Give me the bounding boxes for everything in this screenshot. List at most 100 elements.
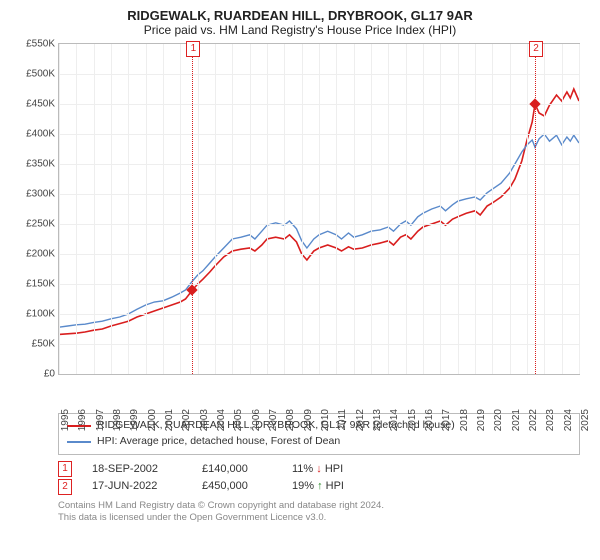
x-tick-label: 2002 <box>179 409 192 431</box>
y-tick-label: £0 <box>44 369 59 380</box>
x-tick-label: 2020 <box>491 409 504 431</box>
y-tick-label: £350K <box>26 159 59 170</box>
transaction-marker: 1 <box>58 461 72 477</box>
x-tick-label: 1999 <box>127 409 140 431</box>
y-tick-label: £500K <box>26 69 59 80</box>
transaction-date: 17-JUN-2022 <box>92 478 182 496</box>
x-tick-label: 2001 <box>162 409 175 431</box>
gridline-v <box>198 44 199 374</box>
gridline-v <box>302 44 303 374</box>
transaction-price: £450,000 <box>202 478 272 496</box>
footer-line1: Contains HM Land Registry data © Crown c… <box>58 500 580 512</box>
gridline-v <box>163 44 164 374</box>
gridline-v <box>510 44 511 374</box>
marker-line <box>535 44 536 374</box>
x-tick-label: 1998 <box>110 409 123 431</box>
footer-attribution: Contains HM Land Registry data © Crown c… <box>58 500 580 525</box>
x-tick-label: 2010 <box>318 409 331 431</box>
transaction-price: £140,000 <box>202 461 272 479</box>
gridline-v <box>76 44 77 374</box>
gridline-v <box>284 44 285 374</box>
transaction-row: 2 17-JUN-2022 £450,000 19% ↑ HPI <box>58 478 580 496</box>
x-tick-label: 2004 <box>214 409 227 431</box>
x-tick-label: 2012 <box>353 409 366 431</box>
x-tick-label: 2015 <box>405 409 418 431</box>
transaction-marker: 2 <box>58 479 72 495</box>
gridline-v <box>336 44 337 374</box>
gridline-v <box>250 44 251 374</box>
x-tick-label: 2025 <box>578 409 591 431</box>
x-tick-label: 2014 <box>387 409 400 431</box>
gridline-v <box>371 44 372 374</box>
x-tick-label: 2022 <box>526 409 539 431</box>
gridline-v <box>232 44 233 374</box>
transaction-change: 11% ↓ HPI <box>292 461 343 479</box>
gridline-v <box>406 44 407 374</box>
x-tick-label: 1995 <box>58 409 71 431</box>
gridline-v <box>440 44 441 374</box>
gridline-v <box>354 44 355 374</box>
y-tick-label: £450K <box>26 99 59 110</box>
x-tick-label: 2021 <box>509 409 522 431</box>
x-tick-label: 2003 <box>197 409 210 431</box>
gridline-v <box>146 44 147 374</box>
y-tick-label: £250K <box>26 219 59 230</box>
chart-title: RIDGEWALK, RUARDEAN HILL, DRYBROOK, GL17… <box>10 8 590 23</box>
gridline-v <box>423 44 424 374</box>
x-tick-label: 2019 <box>474 409 487 431</box>
gridline-v <box>215 44 216 374</box>
gridline-v <box>180 44 181 374</box>
gridline-v <box>492 44 493 374</box>
y-tick-label: £300K <box>26 189 59 200</box>
y-tick-label: £400K <box>26 129 59 140</box>
transaction-change: 19% ↑ HPI <box>292 478 344 496</box>
gridline-v <box>562 44 563 374</box>
y-tick-label: £50K <box>32 339 59 350</box>
gridline-v <box>388 44 389 374</box>
gridline-v <box>527 44 528 374</box>
chart-container: RIDGEWALK, RUARDEAN HILL, DRYBROOK, GL17… <box>0 0 600 524</box>
marker-label: 1 <box>186 41 200 57</box>
x-tick-label: 1997 <box>93 409 106 431</box>
legend-swatch <box>67 441 91 443</box>
x-tick-label: 2011 <box>335 409 348 431</box>
gridline-v <box>128 44 129 374</box>
gridline-v <box>475 44 476 374</box>
gridline-v <box>267 44 268 374</box>
x-tick-label: 2006 <box>249 409 262 431</box>
transaction-row: 1 18-SEP-2002 £140,000 11% ↓ HPI <box>58 461 580 479</box>
legend-label: HPI: Average price, detached house, Fore… <box>97 434 340 450</box>
gridline-v <box>458 44 459 374</box>
x-axis-labels: 1995199619971998199920002001200220032004… <box>58 375 580 409</box>
x-tick-label: 2000 <box>145 409 158 431</box>
y-tick-label: £150K <box>26 279 59 290</box>
gridline-v <box>94 44 95 374</box>
x-tick-label: 2024 <box>561 409 574 431</box>
gridline-v <box>111 44 112 374</box>
legend-item: HPI: Average price, detached house, Fore… <box>67 434 571 450</box>
x-tick-label: 2005 <box>231 409 244 431</box>
x-tick-label: 1996 <box>75 409 88 431</box>
x-tick-label: 2023 <box>543 409 556 431</box>
marker-label: 2 <box>529 41 543 57</box>
gridline-v <box>544 44 545 374</box>
x-tick-label: 2016 <box>422 409 435 431</box>
transactions-table: 1 18-SEP-2002 £140,000 11% ↓ HPI 2 17-JUN-202… <box>58 461 580 496</box>
plot-area: £0£50K£100K£150K£200K£250K£300K£350K£400… <box>58 43 580 375</box>
x-tick-label: 2008 <box>283 409 296 431</box>
x-tick-label: 2007 <box>266 409 279 431</box>
y-tick-label: £200K <box>26 249 59 260</box>
y-tick-label: £100K <box>26 309 59 320</box>
chart-subtitle: Price paid vs. HM Land Registry's House … <box>10 23 590 37</box>
marker-line <box>192 44 193 374</box>
x-tick-label: 2017 <box>439 409 452 431</box>
x-tick-label: 2018 <box>457 409 470 431</box>
gridline-v <box>59 44 60 374</box>
x-tick-label: 2009 <box>301 409 314 431</box>
transaction-date: 18-SEP-2002 <box>92 461 182 479</box>
gridline-v <box>579 44 580 374</box>
gridline-v <box>319 44 320 374</box>
y-tick-label: £550K <box>26 39 59 50</box>
x-tick-label: 2013 <box>370 409 383 431</box>
footer-line2: This data is licensed under the Open Gov… <box>58 512 580 524</box>
